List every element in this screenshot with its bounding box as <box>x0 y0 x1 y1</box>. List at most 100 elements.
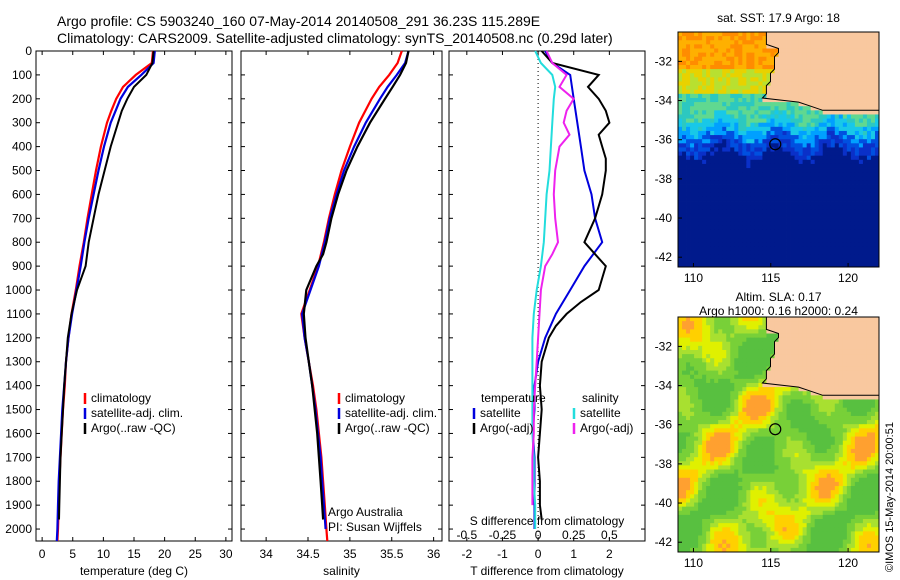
map-cell <box>794 436 799 442</box>
map-cell <box>870 114 876 119</box>
map-cell <box>826 395 832 400</box>
map-cell <box>762 172 767 177</box>
map-cell <box>798 73 804 78</box>
map-cell <box>702 201 707 206</box>
map-cell <box>814 40 820 45</box>
map-cell <box>710 362 715 367</box>
map-cell <box>822 155 828 161</box>
map-cell <box>778 188 783 194</box>
map-cell <box>718 354 723 359</box>
map-cell <box>746 97 751 103</box>
map-cell <box>714 135 719 140</box>
map-cell <box>690 486 695 491</box>
map-cell <box>874 52 880 58</box>
map-cell <box>742 97 747 103</box>
map-cell <box>754 77 759 82</box>
map-cell <box>738 349 743 355</box>
map-cell <box>686 40 691 45</box>
map-cell <box>734 225 739 231</box>
map-cell <box>794 36 799 41</box>
map-cell <box>774 77 779 82</box>
map-cell <box>754 382 759 388</box>
map-cell <box>678 102 683 107</box>
map-cell <box>738 201 743 206</box>
map-cell <box>846 155 852 161</box>
map-cell <box>866 457 872 462</box>
map-cell <box>738 184 743 190</box>
map-cell <box>690 147 695 152</box>
map-cell <box>870 69 876 74</box>
map-cell <box>794 345 799 351</box>
map-cell <box>698 118 703 124</box>
map-cell <box>818 461 824 466</box>
map-cell <box>866 110 872 115</box>
map-cell <box>758 382 763 388</box>
map-cell <box>854 432 860 437</box>
map-cell <box>754 114 759 119</box>
map-cell <box>702 89 707 95</box>
map-cell <box>806 225 812 231</box>
map-cell <box>722 89 727 95</box>
map-cell <box>814 180 820 185</box>
map-cell <box>758 448 763 454</box>
map-cell <box>678 370 683 376</box>
map-cell <box>854 192 860 198</box>
map-cell <box>746 52 751 58</box>
map-cell <box>790 349 795 355</box>
map-cell <box>794 254 799 260</box>
map-cell <box>798 32 804 37</box>
map-cell <box>774 110 779 115</box>
map-cell <box>846 201 852 206</box>
map-cell <box>846 85 852 91</box>
map-cell <box>698 448 703 454</box>
map-cell <box>754 52 759 58</box>
map-cell <box>778 225 783 231</box>
map-cell <box>694 64 699 70</box>
map-cell <box>738 457 743 462</box>
map-cell <box>718 143 723 148</box>
map-cell <box>710 391 715 396</box>
map-cell <box>734 102 739 107</box>
map-cell <box>838 477 844 483</box>
map-cell <box>866 52 872 58</box>
map-cell <box>726 490 731 495</box>
map-cell <box>822 345 828 351</box>
map-cell <box>874 130 880 136</box>
map-cell <box>754 407 759 413</box>
map-cell <box>738 64 743 70</box>
map-cell <box>726 126 731 132</box>
map-cell <box>718 135 723 140</box>
map-cell <box>710 52 715 58</box>
map-cell <box>862 329 868 334</box>
map-cell <box>706 387 711 392</box>
map-cell <box>726 221 731 227</box>
map-cell <box>750 407 755 413</box>
map-cell <box>794 358 799 363</box>
map-cell <box>810 192 816 198</box>
map-cell <box>854 337 860 343</box>
map-cell <box>858 114 864 119</box>
map-cell <box>790 254 795 260</box>
map-cell <box>758 201 763 206</box>
map-cell <box>682 395 687 400</box>
map-cell <box>802 440 808 446</box>
map-cell <box>814 473 820 479</box>
map-cell <box>730 411 735 417</box>
map-cell <box>758 366 763 371</box>
map-cell <box>750 403 755 409</box>
map-cell <box>838 176 844 181</box>
map-cell <box>754 465 759 470</box>
map-cell <box>798 85 804 91</box>
map-cell <box>694 395 699 400</box>
map-cell <box>794 147 799 152</box>
map-cell <box>810 114 816 119</box>
map-cell <box>766 106 771 111</box>
map-cell <box>722 246 727 251</box>
map-cell <box>750 81 755 86</box>
map-cell <box>830 254 836 260</box>
map-cell <box>794 192 799 198</box>
map-cell <box>834 321 840 326</box>
map-cell <box>822 333 828 339</box>
map-cell <box>814 407 820 413</box>
map-cell <box>862 180 868 185</box>
